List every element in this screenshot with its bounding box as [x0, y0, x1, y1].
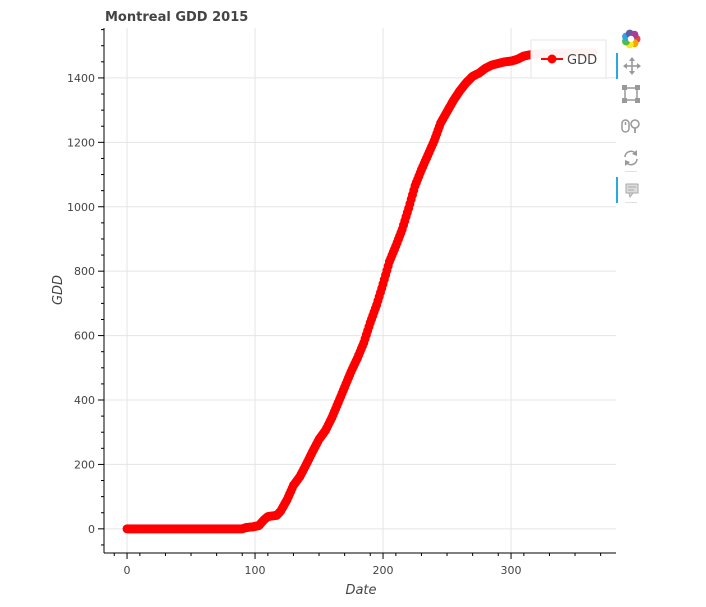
bokeh-logo-icon[interactable] [616, 26, 646, 52]
y-tick-label: 1400 [67, 72, 95, 85]
legend: GDD [530, 39, 607, 79]
toolbar-separator [625, 202, 637, 203]
x-tick-label: 100 [245, 564, 266, 577]
toolbar-separator [625, 171, 637, 172]
y-tick-label: 1000 [67, 201, 95, 214]
series-gdd [122, 48, 598, 534]
y-tick-label: 800 [74, 265, 95, 278]
x-axis-label: Date [345, 583, 376, 598]
y-tick-label: 0 [88, 523, 95, 536]
pan-icon [623, 57, 641, 75]
wheel-zoom-icon [621, 119, 640, 133]
box-zoom-icon [622, 85, 640, 103]
y-tick-label: 200 [74, 458, 95, 471]
toolbar [616, 26, 646, 216]
x-tick-label: 0 [124, 564, 131, 577]
y-axis-label: GDD [51, 275, 66, 305]
reset-tool-button[interactable] [616, 145, 646, 171]
y-tick-label: 400 [74, 394, 95, 407]
hover-tool-button[interactable] [616, 177, 646, 203]
y-tick-label: 1200 [67, 136, 95, 149]
box-zoom-tool-button[interactable] [616, 81, 646, 107]
axes: 0 200 400 600 800 1000 1200 1400 0 100 200 300 [67, 28, 616, 577]
pan-tool-button[interactable] [616, 53, 646, 79]
grid-lines [104, 28, 616, 553]
legend-marker [547, 54, 557, 64]
reset-icon [624, 150, 638, 166]
logo-center [627, 35, 635, 43]
hover-icon [625, 183, 639, 199]
y-tick-label: 600 [74, 330, 95, 343]
chart-title: Montreal GDD 2015 [105, 10, 248, 25]
legend-label: GDD [567, 53, 597, 68]
wheel-zoom-tool-button[interactable] [616, 113, 646, 139]
x-tick-label: 300 [501, 564, 522, 577]
x-tick-label: 200 [373, 564, 394, 577]
